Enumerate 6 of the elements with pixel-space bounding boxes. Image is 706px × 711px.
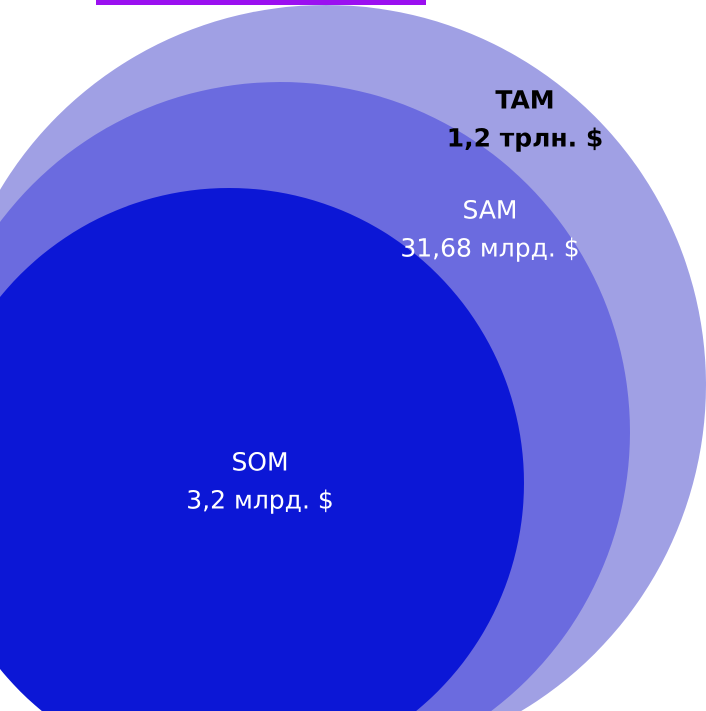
data-label: 1,2 трлн. $ <box>446 124 604 152</box>
category-label: SOM <box>231 448 289 476</box>
data-label: 31,68 млрд. $ <box>400 234 580 262</box>
category-label: SAM <box>462 196 518 224</box>
category-label: TAM <box>495 86 555 114</box>
data-label: 3,2 млрд. $ <box>186 486 334 514</box>
